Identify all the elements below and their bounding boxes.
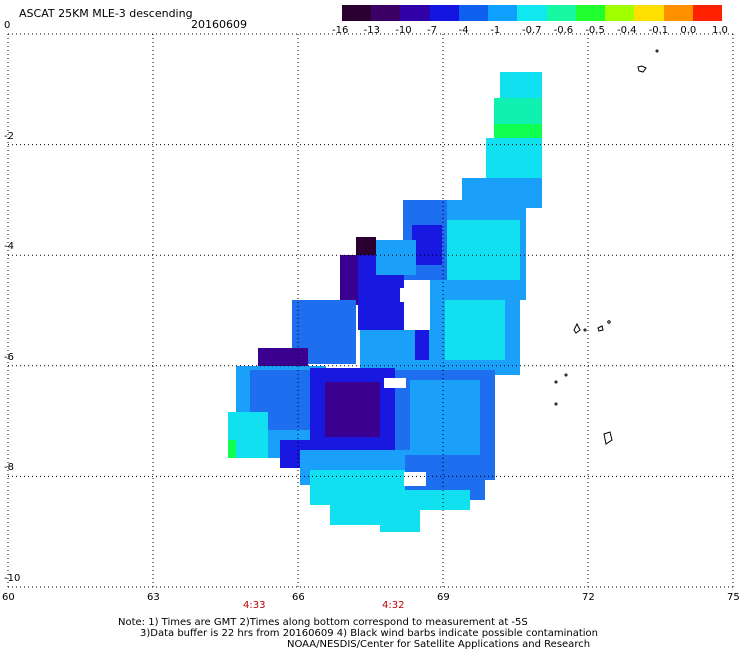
colorbar-swatch bbox=[634, 5, 664, 21]
data-cell bbox=[376, 240, 416, 275]
data-cell bbox=[440, 220, 520, 280]
lat-label: -10 bbox=[4, 573, 21, 584]
data-cell bbox=[384, 378, 406, 388]
colorbar-swatch bbox=[663, 5, 693, 21]
note-line-3: NOAA/NESDIS/Center for Satellite Applica… bbox=[287, 639, 591, 650]
colorbar-swatch bbox=[371, 5, 401, 21]
data-cell bbox=[325, 382, 380, 437]
colorbar-label: -0.4 bbox=[617, 25, 637, 36]
lon-label: 72 bbox=[582, 592, 595, 603]
colorbar-label: -13 bbox=[363, 25, 380, 36]
colorbar-label: -0.6 bbox=[553, 25, 574, 36]
data-cell bbox=[486, 138, 542, 178]
colorbar-label: -4 bbox=[458, 25, 469, 36]
grid-lines bbox=[7, 33, 734, 588]
lat-label: -8 bbox=[4, 462, 14, 474]
colorbar-label: -0.7 bbox=[522, 25, 542, 36]
data-cell bbox=[445, 300, 505, 360]
colorbar-label: -0.5 bbox=[585, 25, 605, 36]
colorbar-label: -16 bbox=[332, 25, 349, 36]
colorbar-swatch bbox=[546, 5, 576, 21]
colorbar-swatch bbox=[692, 5, 723, 21]
colorbar-label: -7 bbox=[427, 25, 437, 36]
note-line-1: Note: 1) Times are GMT 2)Times along bot… bbox=[118, 617, 528, 628]
colorbar-label: 1.0 bbox=[712, 25, 728, 36]
lat-label: -6 bbox=[4, 351, 14, 363]
data-cell bbox=[228, 440, 236, 458]
data-cell bbox=[404, 472, 426, 486]
colorbar-swatch bbox=[575, 5, 606, 21]
map-date: 20160609 bbox=[191, 18, 247, 31]
data-cell bbox=[412, 225, 442, 265]
lon-label: 69 bbox=[437, 592, 450, 603]
data-cell bbox=[500, 72, 542, 98]
colorbar-swatch bbox=[517, 5, 547, 21]
colorbar-swatch bbox=[605, 5, 635, 21]
data-cell bbox=[400, 288, 418, 302]
data-swath bbox=[228, 72, 542, 532]
data-cell bbox=[418, 300, 430, 312]
data-cell bbox=[310, 470, 410, 505]
lon-label: 63 bbox=[147, 592, 160, 603]
colorbar-swatch bbox=[342, 5, 372, 21]
data-cell bbox=[410, 380, 480, 460]
colorbar-swatch bbox=[400, 5, 430, 21]
lat-label: -2 bbox=[4, 130, 14, 142]
lon-label: 66 bbox=[292, 592, 305, 603]
note-line-2: 3)Data buffer is 22 hrs from 20160609 4)… bbox=[140, 628, 598, 639]
colorbar bbox=[342, 5, 723, 21]
time-label-2: 4:32 bbox=[382, 600, 405, 611]
data-cell bbox=[356, 237, 376, 257]
colorbar-label: 0.0 bbox=[680, 25, 697, 36]
lat-label: 0 bbox=[4, 20, 11, 31]
colorbar-label: -10 bbox=[395, 25, 412, 36]
data-cell bbox=[494, 124, 542, 138]
coastlines bbox=[554, 49, 659, 445]
map-title: ASCAT 25KM MLE-3 descending bbox=[19, 7, 193, 20]
lat-label: -4 bbox=[4, 241, 14, 253]
colorbar-label: -0.1 bbox=[648, 25, 669, 36]
colorbar-swatch bbox=[488, 5, 518, 21]
lon-label: 75 bbox=[727, 592, 740, 603]
colorbar-label: -1 bbox=[490, 25, 501, 36]
data-cell bbox=[380, 510, 420, 532]
lon-label: 60 bbox=[2, 592, 15, 603]
colorbar-swatch bbox=[429, 5, 459, 21]
time-label-1: 4:33 bbox=[243, 600, 266, 611]
data-cell bbox=[494, 98, 542, 124]
colorbar-swatch bbox=[458, 5, 489, 21]
data-cell bbox=[415, 330, 429, 360]
